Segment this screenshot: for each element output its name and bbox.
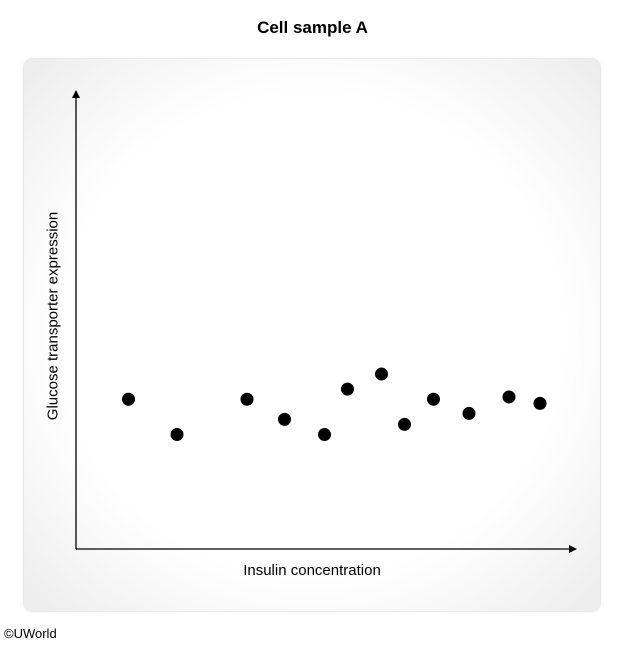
data-point — [533, 396, 547, 410]
x-axis-label: Insulin concentration — [243, 562, 381, 579]
y-axis-label: Glucose transporter expression — [44, 211, 62, 421]
data-point — [278, 412, 291, 426]
data-point — [427, 392, 440, 406]
data-point — [122, 392, 135, 406]
data-point — [240, 392, 254, 406]
data-point — [462, 406, 476, 420]
data-point — [341, 382, 354, 396]
chart-title: Cell sample A — [257, 18, 368, 37]
data-point — [502, 390, 516, 404]
plot-panel — [24, 59, 600, 611]
data-points — [122, 367, 547, 441]
credit-text: ©UWorld — [4, 626, 57, 641]
data-point — [318, 428, 331, 441]
data-point — [398, 417, 411, 431]
data-point — [375, 367, 388, 381]
data-point — [170, 428, 184, 441]
